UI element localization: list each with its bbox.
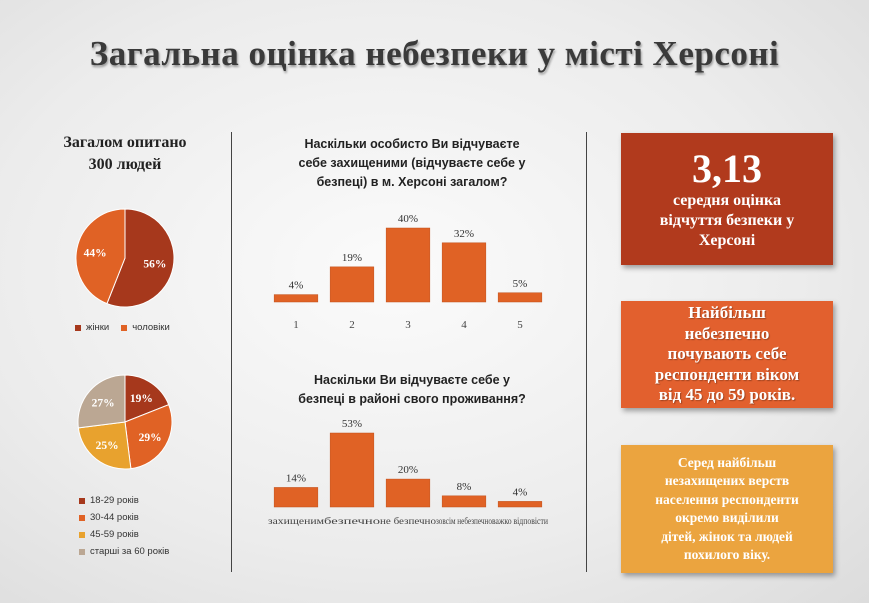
- age-pie-slice-label-1: 19%: [130, 393, 153, 405]
- district-value-label-2: 53%: [342, 418, 362, 430]
- gender-pie-slice-label-2: 44%: [84, 247, 107, 259]
- vulnerable-line-5: дітей, жінок та людей: [661, 528, 793, 544]
- age-risk-line-3: почувають себе: [667, 344, 787, 364]
- city-bar-4: [441, 242, 487, 303]
- bar-chart-city-safety: 4% 1 19% 2 40% 3 32% 4 5% 5: [273, 213, 543, 331]
- column-divider-left: [231, 132, 232, 572]
- gender-pie-chart: 56% 44%: [75, 208, 175, 308]
- district-category-label-1: захищеним: [268, 516, 324, 526]
- district-value-label-5: 4%: [513, 486, 528, 498]
- city-category-label-1: 1: [293, 319, 299, 331]
- age-risk-line-2: небезпечно: [684, 323, 770, 343]
- age-legend: 18-29 років 30-44 років 45-59 років старші …: [79, 492, 169, 560]
- district-bar-5: [497, 501, 543, 508]
- city-value-label-4: 32%: [454, 228, 474, 240]
- surveyed-total: Загалом опитано 300 людей: [30, 132, 220, 176]
- vulnerable-line-1: Серед найбільш: [677, 454, 777, 470]
- gender-legend-label-2: чоловіки: [132, 322, 170, 333]
- gender-legend-swatch-1: [75, 324, 81, 331]
- mean-score-card: 3,13 середня оцінка відчуття безпеки у Х…: [621, 133, 833, 265]
- age-risk-line-1: Найбільш: [688, 303, 766, 323]
- bar-chart-city-title-line-3: безпеці) в м. Херсоні загалом?: [316, 175, 508, 189]
- district-value-label-4: 8%: [457, 481, 472, 493]
- age-pie-slice-4: [77, 374, 126, 429]
- age-pie-slice-1: [124, 374, 170, 423]
- bar-chart-district-safety: 14% захищеним 53% безпечно 20% не безпечно 8% з…: [268, 418, 548, 526]
- gender-pie-slice-1: [106, 208, 175, 308]
- bar-chart-district-title: Наскільки Ви відчуваєте себе у безпеці в…: [262, 371, 562, 409]
- city-value-label-1: 4%: [289, 280, 304, 292]
- surveyed-line-2: 300 людей: [88, 156, 162, 173]
- age-legend-item-3: 45-59 років: [79, 526, 169, 543]
- district-category-label-5: важко відповісти: [492, 516, 548, 526]
- age-risk-line-5: від 45 до 59 років.: [658, 385, 796, 405]
- district-value-label-3: 20%: [398, 464, 418, 476]
- column-divider-right: [586, 132, 587, 572]
- bar-chart-city-title-line-1: Наскільки особисто Ви відчуваєте: [304, 137, 520, 151]
- district-category-label-3: не безпечно: [380, 516, 437, 526]
- city-value-label-2: 19%: [342, 252, 362, 264]
- bar-chart-city-title: Наскільки особисто Ви відчуваєте себе за…: [262, 135, 562, 192]
- age-legend-item-4: старші за 60 років: [79, 543, 169, 560]
- gender-legend-swatch-2: [121, 324, 128, 331]
- city-bar-1: [273, 294, 319, 303]
- age-legend-label-1: 18-29 років: [90, 495, 139, 506]
- age-pie-slice-3: [77, 421, 132, 470]
- district-category-label-2: безпечно: [324, 516, 381, 526]
- gender-legend: жінки чоловіки: [75, 319, 170, 336]
- mean-score-line-2: відчуття безпеки у: [659, 212, 795, 229]
- age-legend-label-2: 30-44 років: [90, 512, 139, 523]
- gender-pie-slice-2: [75, 208, 126, 305]
- city-category-label-5: 5: [517, 319, 523, 331]
- vulnerable-groups-card: Серед найбільш незахищених верств населе…: [621, 445, 833, 573]
- bar-chart-district-title-line-2: безпеці в районі свого проживання?: [298, 392, 526, 406]
- gender-legend-label-1: жінки: [86, 322, 110, 333]
- age-pie-slice-label-3: 25%: [96, 440, 119, 452]
- vulnerable-line-6: похилого віку.: [683, 547, 771, 562]
- age-legend-item-1: 18-29 років: [79, 492, 169, 509]
- mean-score-line-1: середня оцінка: [672, 192, 781, 209]
- city-value-label-5: 5%: [513, 278, 528, 290]
- gender-legend-item-2: чоловіки: [121, 319, 170, 336]
- vulnerable-line-3: населення респонденти: [655, 491, 799, 507]
- city-bar-2: [329, 266, 375, 303]
- age-legend-label-3: 45-59 років: [90, 529, 139, 540]
- district-bar-3: [385, 478, 431, 508]
- age-legend-label-4: старші за 60 років: [90, 546, 170, 557]
- age-risk-card: Найбільш небезпечно почувають себе респо…: [621, 301, 833, 408]
- gender-legend-item-1: жінки: [75, 319, 109, 336]
- age-pie-slice-label-4: 27%: [92, 398, 115, 410]
- district-bar-1: [273, 487, 319, 508]
- age-legend-swatch-2: [79, 514, 85, 521]
- district-bar-2: [329, 432, 375, 508]
- district-category-label-4: зовсім небезпечно: [436, 516, 492, 526]
- age-legend-swatch-4: [79, 548, 85, 555]
- age-pie-slice-2: [124, 404, 173, 470]
- bar-chart-district-title-line-1: Наскільки Ви відчуваєте себе у: [314, 373, 510, 387]
- mean-score-line-3: Херсоні: [698, 232, 756, 249]
- age-legend-swatch-3: [79, 531, 85, 538]
- city-category-label-3: 3: [405, 319, 411, 331]
- gender-pie-slice-label-1: 56%: [143, 259, 166, 271]
- district-bar-4: [441, 495, 487, 508]
- age-legend-item-2: 30-44 років: [79, 509, 169, 526]
- city-value-label-3: 40%: [398, 213, 418, 225]
- surveyed-line-1: Загалом опитано: [63, 134, 187, 151]
- age-legend-swatch-1: [79, 497, 85, 504]
- city-category-label-2: 2: [349, 319, 355, 331]
- age-risk-line-4: респонденти віком: [654, 364, 800, 384]
- city-category-label-4: 4: [461, 319, 467, 331]
- age-pie-slice-label-2: 29%: [139, 432, 162, 444]
- district-value-label-1: 14%: [286, 472, 306, 484]
- vulnerable-line-2: незахищених верств: [664, 473, 790, 488]
- bar-chart-city-title-line-2: себе захищеними (відчуваєте себе у: [298, 156, 526, 170]
- page-title: Загальна оцінка небезпеки у місті Херсон…: [89, 34, 780, 73]
- city-bar-3: [385, 227, 431, 303]
- age-pie-chart: 19% 29% 25% 27%: [77, 374, 173, 470]
- vulnerable-line-4: окремо виділили: [675, 510, 779, 525]
- city-bar-5: [497, 292, 543, 303]
- mean-score-value: 3,13: [692, 146, 762, 191]
